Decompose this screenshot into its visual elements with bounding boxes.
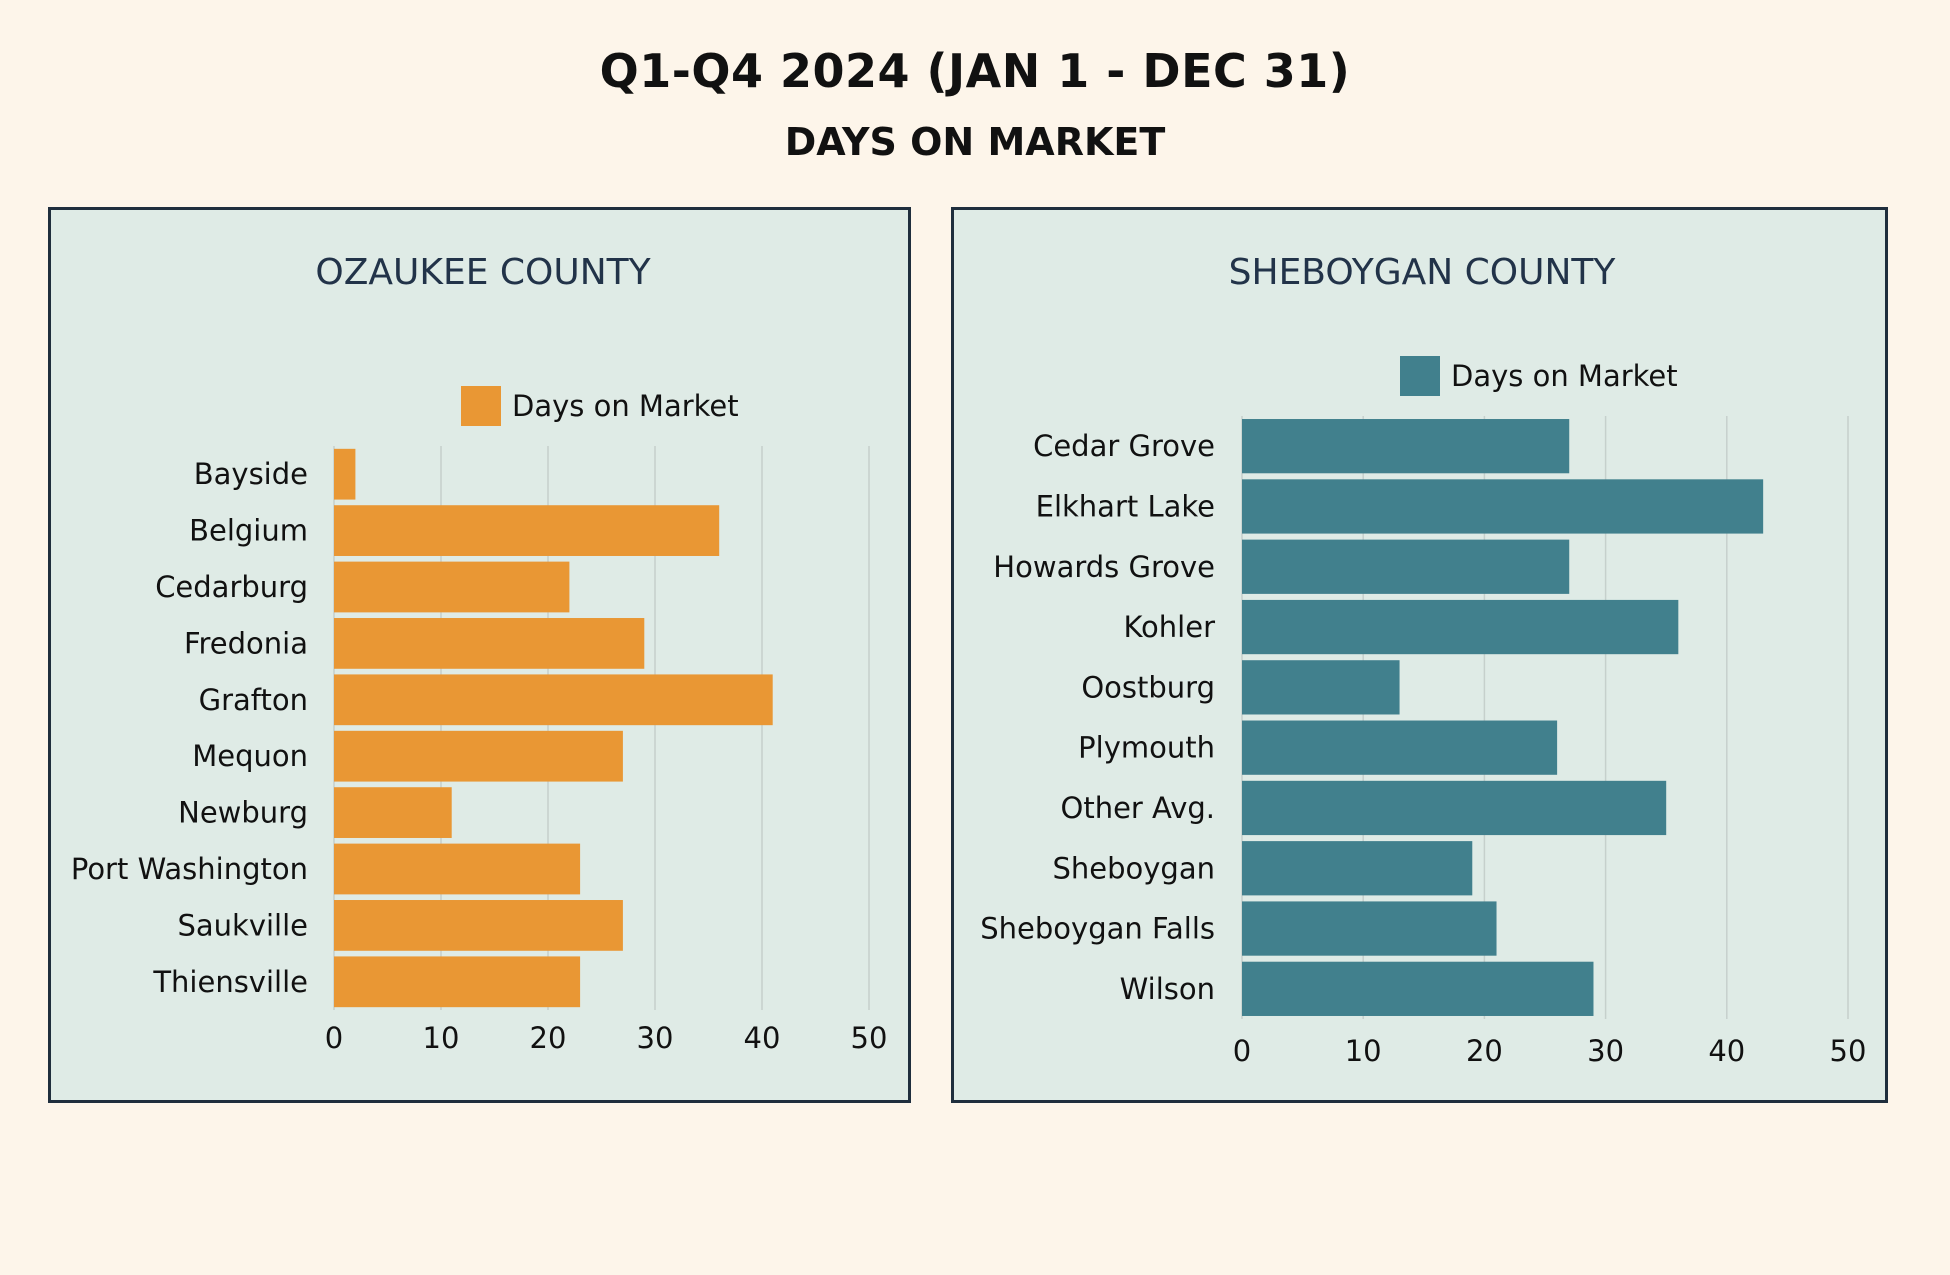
x-tick-label: 20 [530, 1021, 567, 1055]
x-tick-label: 50 [851, 1021, 888, 1055]
ozaukee-chart-panel: OZAUKEE COUNTY Days on Market Bayside Belgi… [48, 207, 911, 1103]
category-label: Newburg [178, 796, 308, 830]
bar-cedarburg [334, 561, 570, 613]
legend-label: Days on Market [512, 389, 739, 423]
chart-title: SHEBOYGAN COUNTY [1229, 252, 1617, 293]
legend-swatch [1400, 356, 1440, 396]
category-label: Other Avg. [1061, 791, 1216, 825]
sheboygan-bar-chart: SHEBOYGAN COUNTY Days on Market Cedar Grov… [980, 252, 1867, 1068]
bar-howards-grove [1242, 539, 1570, 594]
x-tick-label: 0 [325, 1021, 343, 1055]
bar-grafton [334, 674, 773, 726]
bar-cedar-grove [1242, 419, 1570, 474]
category-label: Sheboygan [1052, 851, 1215, 885]
category-label: Oostburg [1081, 670, 1215, 704]
x-tick-label: 40 [1708, 1034, 1745, 1068]
bar-belgium [334, 505, 720, 556]
ozaukee-bar-chart: OZAUKEE COUNTY Days on Market Bayside Belgi… [71, 252, 888, 1055]
x-tick-label: 10 [423, 1021, 460, 1055]
bar-mequon [334, 730, 623, 782]
page-title: Q1-Q4 2024 (JAN 1 - DEC 31) [599, 44, 1351, 98]
x-tick-label: 30 [1587, 1034, 1624, 1068]
bar-thiensville [334, 956, 581, 1008]
x-tick-label: 10 [1345, 1034, 1382, 1068]
category-label: Howards Grove [993, 550, 1215, 584]
bar-sheboygan [1242, 841, 1473, 896]
category-label: Kohler [1123, 610, 1215, 644]
category-label: Plymouth [1078, 731, 1215, 765]
category-label: Elkhart Lake [1036, 489, 1215, 523]
category-label: Grafton [199, 683, 308, 717]
page-subtitle: DAYS ON MARKET [784, 120, 1166, 164]
category-label: Port Washington [71, 852, 308, 886]
bar-plymouth [1242, 720, 1558, 775]
x-tick-label: 40 [744, 1021, 781, 1055]
legend-label: Days on Market [1451, 359, 1678, 393]
bar-saukville [334, 900, 623, 951]
category-label: Thiensville [152, 965, 308, 999]
x-tick-label: 50 [1830, 1034, 1867, 1068]
category-label: Wilson [1120, 972, 1215, 1006]
chart-title: OZAUKEE COUNTY [315, 252, 651, 293]
x-tick-label: 30 [637, 1021, 674, 1055]
bar-sheboygan-falls [1242, 901, 1497, 956]
bar-kohler [1242, 599, 1679, 655]
category-label: Cedarburg [155, 570, 308, 604]
legend-swatch [461, 386, 501, 426]
sheboygan-chart-panel: SHEBOYGAN COUNTY Days on Market Cedar Grov… [951, 207, 1888, 1103]
category-label: Bayside [194, 457, 308, 491]
bar-elkhart-lake [1242, 479, 1764, 534]
bar-bayside [334, 448, 356, 500]
category-label: Saukville [177, 908, 308, 942]
x-tick-label: 20 [1466, 1034, 1503, 1068]
bar-wilson [1242, 961, 1594, 1016]
category-label: Cedar Grove [1033, 429, 1215, 463]
category-label: Sheboygan Falls [980, 912, 1215, 946]
category-label: Mequon [192, 739, 308, 773]
category-label: Belgium [189, 514, 308, 548]
category-label: Fredonia [184, 626, 308, 660]
bar-port-washington [334, 843, 581, 895]
bar-newburg [334, 787, 452, 838]
bar-fredonia [334, 618, 645, 669]
bar-other-avg [1242, 780, 1667, 836]
x-tick-label: 0 [1233, 1034, 1251, 1068]
bar-oostburg [1242, 660, 1400, 715]
